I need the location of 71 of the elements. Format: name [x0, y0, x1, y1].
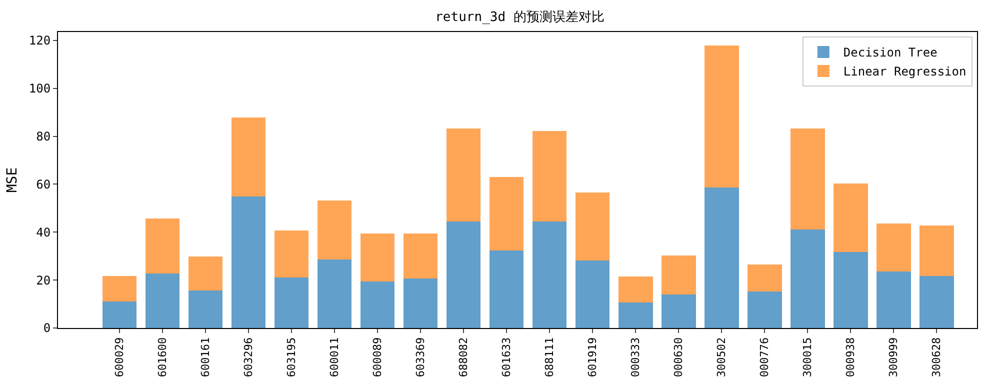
bar	[704, 46, 739, 188]
bar	[747, 292, 782, 328]
bar	[102, 302, 137, 328]
bar	[403, 234, 438, 279]
bar	[489, 250, 524, 328]
y-tick-label: 40	[36, 225, 51, 240]
bar	[833, 252, 868, 328]
y-tick-label: 100	[28, 82, 51, 96]
bar	[575, 260, 610, 328]
bar	[360, 234, 395, 282]
bar	[446, 128, 481, 222]
bar	[532, 130, 567, 222]
x-tick-label: 601600	[156, 337, 170, 378]
bar	[446, 222, 481, 328]
bar	[876, 272, 911, 328]
x-tick-label: 600089	[371, 337, 384, 378]
y-tick-label: 60	[36, 177, 51, 192]
x-tick-label: 000776	[758, 337, 772, 378]
x-tick-label: 600029	[113, 337, 126, 378]
bar	[188, 290, 223, 328]
bar	[102, 276, 137, 302]
x-tick-label: 688111	[543, 337, 556, 378]
bar	[188, 256, 223, 291]
x-tick-label: 300999	[887, 337, 900, 378]
bar	[489, 176, 524, 251]
bar	[618, 276, 653, 303]
bar	[661, 294, 696, 328]
bar	[833, 184, 868, 252]
x-tick-label: 000333	[629, 337, 642, 378]
bar	[661, 256, 696, 295]
bar	[919, 226, 954, 276]
x-tick-label: 688082	[457, 337, 470, 378]
bar	[360, 282, 395, 328]
bar	[317, 200, 352, 260]
x-tick-label: 300015	[801, 337, 814, 378]
x-tick-label: 603296	[242, 337, 256, 378]
bar	[274, 230, 309, 278]
x-tick-label: 000630	[672, 337, 686, 378]
bar	[231, 118, 266, 197]
bar	[145, 218, 180, 274]
x-tick-label: 603369	[414, 337, 428, 378]
y-tick-label: 120	[28, 34, 51, 48]
bar	[790, 230, 825, 328]
bar	[876, 224, 911, 272]
bar	[145, 274, 180, 328]
bar	[231, 196, 266, 328]
bar	[704, 188, 739, 328]
bar	[790, 128, 825, 230]
x-tick-label: 300502	[715, 337, 728, 378]
bar	[747, 264, 782, 292]
x-tick-label: 601919	[586, 337, 600, 378]
y-tick-label: 0	[43, 321, 51, 336]
legend-label: Decision Tree	[843, 46, 938, 60]
bar	[618, 302, 653, 328]
chart-title: return_3d 的预测误差对比	[435, 10, 604, 25]
bar	[274, 278, 309, 328]
x-tick-label: 300628	[930, 337, 944, 378]
x-tick-label: 600011	[328, 337, 342, 378]
bar	[532, 222, 567, 328]
x-tick-label: 000938	[844, 337, 858, 378]
y-tick-label: 20	[36, 273, 51, 288]
bar	[919, 276, 954, 328]
legend-label: Linear Regression	[843, 64, 966, 79]
y-axis-title: MSE	[4, 167, 21, 193]
y-tick-label: 80	[36, 129, 51, 144]
bar	[575, 192, 610, 261]
x-tick-label: 601633	[500, 337, 514, 378]
bar	[403, 278, 438, 328]
x-tick-label: 600161	[199, 337, 212, 378]
bar	[317, 260, 352, 328]
x-tick-label: 603195	[285, 337, 298, 378]
